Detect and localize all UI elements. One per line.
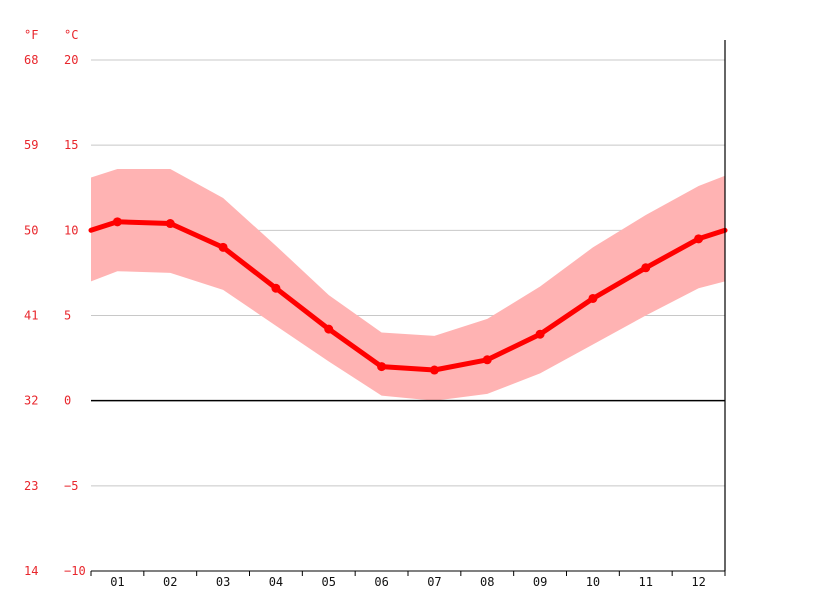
data-point bbox=[324, 324, 334, 334]
data-point bbox=[165, 219, 175, 229]
x-tick-label: 04 bbox=[269, 575, 283, 589]
x-tick-label: 06 bbox=[374, 575, 388, 589]
data-point bbox=[218, 242, 228, 252]
y-tick-label-f: 23 bbox=[24, 479, 38, 493]
x-tick-label: 02 bbox=[163, 575, 177, 589]
data-point bbox=[482, 355, 492, 365]
y-tick-label-f: 32 bbox=[24, 394, 38, 408]
y-tick-label-c: 5 bbox=[64, 309, 71, 323]
y-tick-label-f: 41 bbox=[24, 309, 38, 323]
data-point bbox=[429, 365, 439, 375]
data-point bbox=[535, 329, 545, 339]
x-tick-label: 05 bbox=[322, 575, 336, 589]
x-tick-label: 09 bbox=[533, 575, 547, 589]
mean-line bbox=[88, 219, 728, 373]
data-point bbox=[112, 217, 122, 227]
y-tick-label-f: 14 bbox=[24, 564, 38, 578]
celsius-unit-label: °C bbox=[64, 28, 78, 42]
y-tick-label-c: −5 bbox=[64, 479, 78, 493]
y-tick-label-f: 50 bbox=[24, 223, 38, 237]
axis-labels: °F °C 68 20 59 15 50 10 41 5 32 0 23 −5 14 −10 01 02 03 0… bbox=[24, 28, 706, 589]
data-point bbox=[694, 234, 704, 244]
y-tick-label-c: −10 bbox=[64, 564, 86, 578]
data-point bbox=[377, 362, 387, 372]
y-tick-label-f: 68 bbox=[24, 53, 38, 67]
x-tick-label: 12 bbox=[691, 575, 705, 589]
data-point bbox=[641, 263, 651, 273]
temperature-band bbox=[91, 169, 725, 401]
temperature-range-band bbox=[91, 169, 725, 401]
x-tick-label: 01 bbox=[110, 575, 124, 589]
data-point bbox=[271, 283, 281, 293]
y-tick-label-c: 10 bbox=[64, 223, 78, 237]
x-tick-label: 03 bbox=[216, 575, 230, 589]
data-point bbox=[588, 293, 598, 303]
x-tick-label: 10 bbox=[586, 575, 600, 589]
x-tick-label: 08 bbox=[480, 575, 494, 589]
fahrenheit-unit-label: °F bbox=[24, 28, 38, 42]
x-tick-label: 07 bbox=[427, 575, 441, 589]
y-tick-label-c: 20 bbox=[64, 53, 78, 67]
axes bbox=[90, 40, 726, 576]
y-tick-label-c: 15 bbox=[64, 138, 78, 152]
x-tick-label: 11 bbox=[639, 575, 653, 589]
y-tick-label-c: 0 bbox=[64, 394, 71, 408]
y-tick-label-f: 59 bbox=[24, 138, 38, 152]
mean-temperature-series bbox=[88, 217, 728, 375]
